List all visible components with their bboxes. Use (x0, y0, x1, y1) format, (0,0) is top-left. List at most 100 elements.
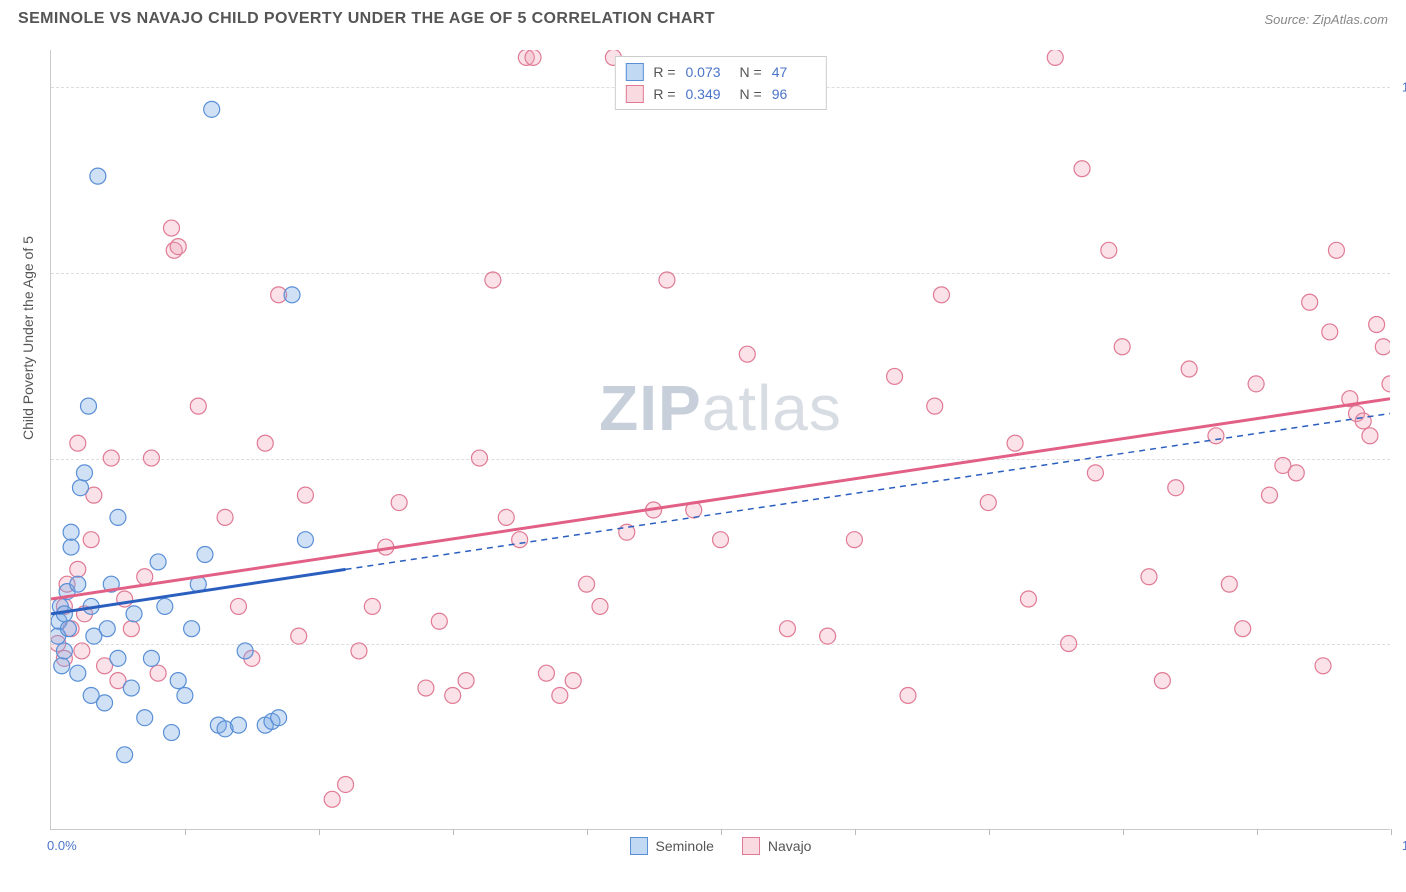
data-point (713, 532, 729, 548)
data-point (1061, 636, 1077, 652)
data-point (123, 680, 139, 696)
chart-plot-area: ZIPatlas R = 0.073 N = 47 R = 0.349 N = … (50, 50, 1390, 830)
x-tick (587, 829, 588, 835)
x-tick (453, 829, 454, 835)
data-point (76, 465, 92, 481)
data-point (324, 791, 340, 807)
data-point (498, 509, 514, 525)
data-point (351, 643, 367, 659)
data-point (117, 747, 133, 763)
data-point (579, 576, 595, 592)
data-point (485, 272, 501, 288)
data-point (204, 101, 220, 117)
data-point (72, 480, 88, 496)
data-point (297, 532, 313, 548)
seminole-swatch-icon (625, 63, 643, 81)
data-point (779, 621, 795, 637)
data-point (1221, 576, 1237, 592)
data-point (538, 665, 554, 681)
data-point (230, 598, 246, 614)
data-point (431, 613, 447, 629)
x-tick (989, 829, 990, 835)
data-point (1141, 569, 1157, 585)
data-point (63, 524, 79, 540)
data-point (927, 398, 943, 414)
data-point (103, 450, 119, 466)
data-point (123, 621, 139, 637)
data-point (74, 643, 90, 659)
data-point (90, 168, 106, 184)
data-point (592, 598, 608, 614)
x-tick (319, 829, 320, 835)
data-point (177, 687, 193, 703)
x-axis-max-label: 100.0% (1402, 838, 1406, 853)
data-point (471, 450, 487, 466)
data-point (525, 50, 541, 65)
data-point (143, 650, 159, 666)
trend-line-extrapolated (346, 414, 1390, 570)
data-point (1382, 376, 1390, 392)
chart-header: SEMINOLE VS NAVAJO CHILD POVERTY UNDER T… (0, 0, 1406, 34)
data-point (512, 532, 528, 548)
trend-line (51, 399, 1390, 599)
data-point (1302, 294, 1318, 310)
data-point (197, 547, 213, 563)
data-point (63, 539, 79, 555)
x-tick (1123, 829, 1124, 835)
legend-row-seminole: R = 0.073 N = 47 (625, 61, 815, 83)
y-axis-label: Child Poverty Under the Age of 5 (20, 236, 36, 440)
data-point (1020, 591, 1036, 607)
data-point (1047, 50, 1063, 65)
data-point (1181, 361, 1197, 377)
data-point (97, 695, 113, 711)
data-point (1154, 673, 1170, 689)
y-tick-label: 100.0% (1402, 80, 1406, 95)
plot-svg (51, 50, 1390, 829)
data-point (170, 673, 186, 689)
data-point (418, 680, 434, 696)
data-point (164, 220, 180, 236)
x-tick (855, 829, 856, 835)
data-point (1288, 465, 1304, 481)
data-point (458, 673, 474, 689)
navajo-swatch-icon (742, 837, 760, 855)
data-point (933, 287, 949, 303)
data-point (739, 346, 755, 362)
data-point (1315, 658, 1331, 674)
data-point (143, 450, 159, 466)
data-point (445, 687, 461, 703)
x-tick (185, 829, 186, 835)
data-point (364, 598, 380, 614)
data-point (70, 435, 86, 451)
data-point (659, 272, 675, 288)
data-point (1261, 487, 1277, 503)
data-point (1074, 161, 1090, 177)
data-point (190, 398, 206, 414)
data-point (291, 628, 307, 644)
data-point (1007, 435, 1023, 451)
x-tick (1257, 829, 1258, 835)
data-point (1328, 242, 1344, 258)
data-point (230, 717, 246, 733)
data-point (338, 776, 354, 792)
data-point (150, 554, 166, 570)
data-point (1168, 480, 1184, 496)
data-point (137, 569, 153, 585)
legend-item-seminole: Seminole (630, 837, 714, 855)
x-tick (1391, 829, 1392, 835)
correlation-legend: R = 0.073 N = 47 R = 0.349 N = 96 (614, 56, 826, 110)
data-point (70, 561, 86, 577)
data-point (1322, 324, 1338, 340)
data-point (980, 495, 996, 511)
source-label: Source: ZipAtlas.com (1264, 12, 1388, 27)
data-point (164, 725, 180, 741)
data-point (1208, 428, 1224, 444)
chart-title: SEMINOLE VS NAVAJO CHILD POVERTY UNDER T… (18, 10, 715, 28)
data-point (900, 687, 916, 703)
data-point (820, 628, 836, 644)
data-point (110, 509, 126, 525)
data-point (56, 643, 72, 659)
data-point (54, 658, 70, 674)
data-point (846, 532, 862, 548)
data-point (126, 606, 142, 622)
